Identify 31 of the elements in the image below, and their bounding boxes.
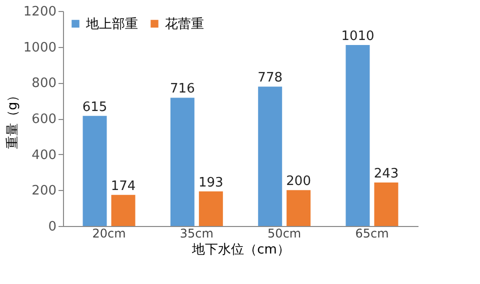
data-label: 716 [170,82,195,97]
y-axis-title: 重量（g） [5,88,20,150]
bar [374,182,398,226]
y-tick-label: 1200 [23,4,56,20]
bar [111,194,136,226]
data-label: 243 [374,166,399,182]
legend-label: 花蕾重 [165,16,204,32]
y-tick-label: 800 [32,76,56,92]
data-label: 778 [258,70,282,86]
x-tick-label: 65cm [355,226,389,240]
bar [286,190,311,226]
bar [82,116,107,226]
y-tick-label: 1000 [23,40,56,56]
data-label: 1010 [341,29,374,44]
bar [170,98,194,226]
x-axis-title: 地下水位（cm） [191,242,290,258]
x-tick-label: 20cm [92,226,126,240]
y-tick-label: 600 [32,112,56,127]
bar [258,86,282,226]
data-label: 174 [110,178,136,194]
data-label: 615 [82,100,108,115]
y-tick-label: 200 [32,184,56,199]
y-tick-label: 400 [32,148,56,163]
x-tick-label: 50cm [268,226,302,240]
data-label: 193 [198,175,224,190]
x-tick-label: 35cm [180,226,214,240]
bar [346,45,370,226]
bar [198,191,223,226]
y-tick-label: 0 [48,220,56,234]
legend-label: 地上部重 [85,16,138,32]
data-label: 200 [286,174,311,190]
